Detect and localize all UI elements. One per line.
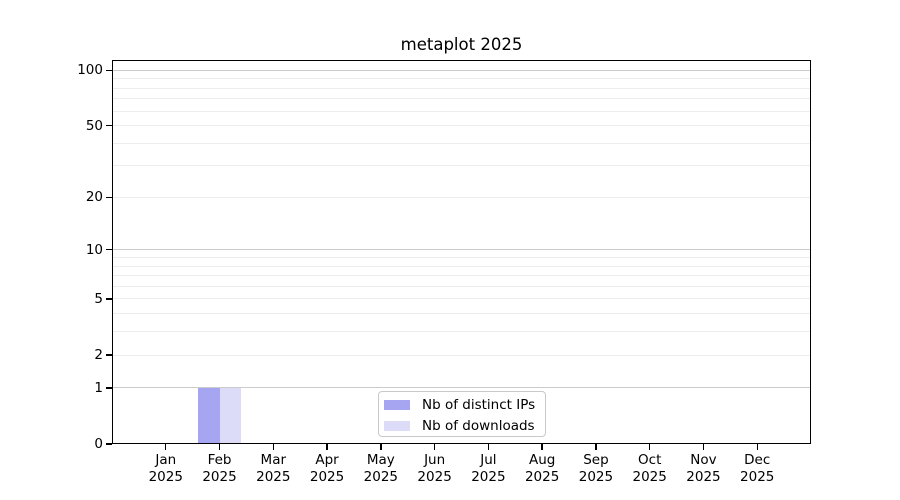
x-tick-nov bbox=[702, 444, 705, 450]
x-tick-dec bbox=[756, 444, 758, 450]
legend-item-downloads: Nb of downloads bbox=[384, 416, 537, 437]
legend-label-downloads: Nb of downloads bbox=[422, 417, 535, 434]
y-tick-label-5: 5 bbox=[94, 290, 103, 307]
x-tick-jul bbox=[487, 444, 490, 450]
y-tick-1 bbox=[106, 387, 112, 389]
x-tick-mar bbox=[272, 444, 274, 450]
y-tick-0 bbox=[106, 443, 112, 445]
y-tick-label-1: 1 bbox=[94, 379, 103, 396]
x-tick-label-jun: Jun 2025 bbox=[417, 452, 452, 485]
minor-gridline-3 bbox=[112, 331, 811, 333]
x-tick-label-nov: Nov 2025 bbox=[686, 452, 721, 485]
x-tick-label-mar: Mar 2025 bbox=[256, 452, 291, 485]
x-tick-jun bbox=[433, 444, 436, 450]
legend: Nb of distinct IPs Nb of downloads bbox=[378, 391, 546, 437]
x-tick-label-apr: Apr 2025 bbox=[309, 452, 345, 485]
minor-gridline-8 bbox=[112, 265, 811, 267]
x-tick-oct bbox=[648, 444, 651, 450]
x-tick-aug bbox=[541, 444, 543, 450]
y-tick-label-100: 100 bbox=[77, 62, 103, 79]
y-tick-label-20: 20 bbox=[85, 189, 103, 206]
y-tick-label-0: 0 bbox=[94, 436, 103, 452]
minor-gridline-5 bbox=[112, 298, 811, 300]
minor-gridline-20 bbox=[112, 196, 811, 198]
x-tick-label-sep: Sep 2025 bbox=[578, 452, 614, 485]
y-tick-50 bbox=[106, 124, 112, 127]
x-tick-label-aug: Aug 2025 bbox=[524, 452, 560, 485]
minor-gridline-7 bbox=[112, 275, 811, 277]
y-tick-5 bbox=[106, 298, 112, 300]
minor-gridline-50 bbox=[112, 125, 811, 127]
minor-gridline-60 bbox=[112, 110, 811, 112]
bar-nb-of-distinct-ips-feb bbox=[198, 387, 220, 444]
legend-item-distinct-ips: Nb of distinct IPs bbox=[384, 395, 537, 416]
minor-gridline-4 bbox=[112, 313, 811, 315]
x-tick-jan bbox=[165, 444, 167, 450]
minor-gridline-80 bbox=[112, 87, 811, 89]
legend-label-distinct-ips: Nb of distinct IPs bbox=[422, 397, 536, 414]
chart-title: metaplot 2025 bbox=[400, 35, 523, 54]
minor-gridline-30 bbox=[112, 165, 811, 167]
minor-gridline-70 bbox=[112, 98, 811, 100]
minor-gridline-6 bbox=[112, 285, 811, 287]
legend-swatch-distinct-ips bbox=[384, 400, 410, 411]
x-tick-label-feb: Feb 2025 bbox=[202, 452, 237, 485]
y-tick-10 bbox=[106, 249, 112, 251]
x-tick-apr bbox=[326, 444, 328, 450]
y-tick-label-2: 2 bbox=[94, 347, 103, 364]
major-gridline-1 bbox=[112, 387, 811, 389]
major-gridline-10 bbox=[112, 249, 811, 251]
x-tick-label-dec: Dec 2025 bbox=[740, 452, 775, 485]
major-gridline-100 bbox=[112, 69, 811, 71]
x-tick-label-jan: Jan 2025 bbox=[148, 452, 183, 485]
x-tick-label-oct: Oct 2025 bbox=[632, 452, 667, 485]
minor-gridline-9 bbox=[112, 257, 811, 259]
bar-nb-of-downloads-feb bbox=[219, 387, 242, 444]
x-tick-label-jul: Jul 2025 bbox=[471, 452, 506, 485]
y-tick-label-10: 10 bbox=[85, 241, 103, 258]
y-tick-2 bbox=[106, 354, 112, 356]
x-tick-feb bbox=[218, 444, 221, 450]
y-tick-100 bbox=[106, 69, 112, 71]
minor-gridline-40 bbox=[112, 142, 811, 144]
x-tick-may bbox=[380, 444, 382, 450]
y-tick-20 bbox=[106, 196, 112, 199]
x-tick-label-may: May 2025 bbox=[363, 452, 399, 485]
y-tick-label-50: 50 bbox=[85, 117, 103, 134]
legend-swatch-downloads bbox=[384, 420, 410, 431]
x-tick-sep bbox=[595, 444, 597, 450]
minor-gridline-2 bbox=[112, 354, 811, 356]
minor-gridline-90 bbox=[112, 78, 811, 80]
